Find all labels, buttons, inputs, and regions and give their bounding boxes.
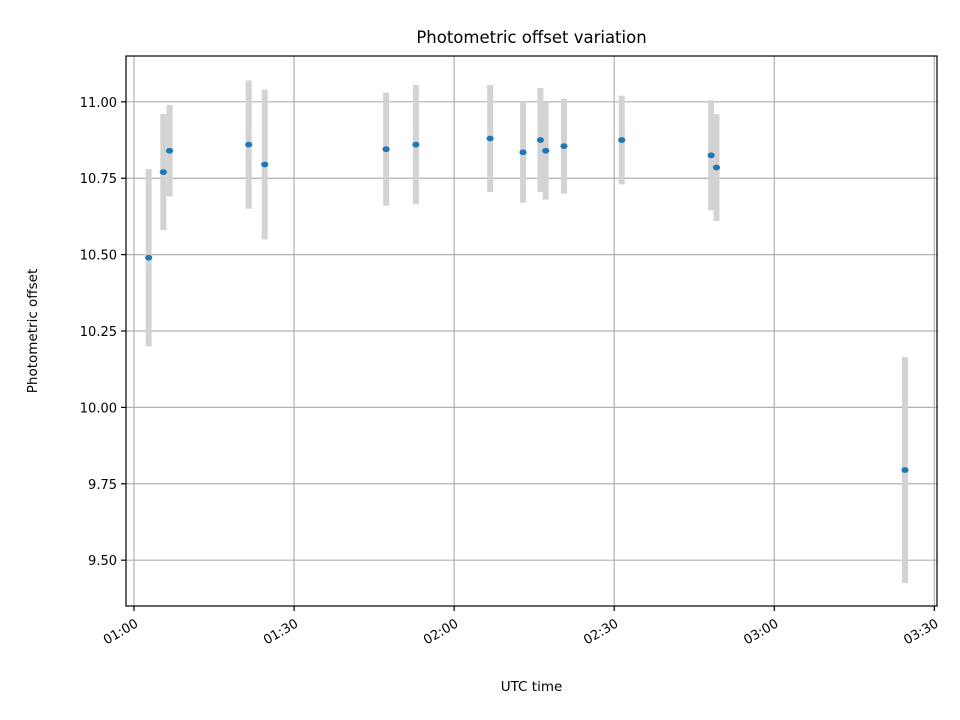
y-tick-label: 10.50	[80, 249, 117, 264]
y-tick-label: 10.25	[80, 325, 117, 340]
data-points	[145, 135, 909, 473]
data-point	[707, 152, 715, 159]
y-axis-ticks: 9.50 9.75 10.00 10.25 10.50 10.75 11.00	[80, 96, 126, 569]
data-point	[412, 141, 420, 148]
grid-lines	[126, 56, 937, 606]
y-tick-label: 9.75	[88, 478, 117, 493]
data-point	[536, 137, 544, 143]
data-point	[245, 141, 253, 148]
data-point	[560, 143, 568, 150]
data-point	[519, 149, 527, 156]
y-tick-label: 11.00	[80, 96, 117, 111]
chart-title: Photometric offset variation	[416, 28, 646, 47]
data-point	[165, 147, 174, 154]
y-tick-label: 9.50	[88, 554, 117, 569]
data-point	[145, 254, 153, 261]
data-point	[618, 137, 626, 143]
y-tick-label: 10.75	[80, 172, 117, 187]
y-tick-label: 10.00	[80, 401, 117, 416]
data-point	[261, 161, 269, 168]
data-point	[712, 164, 721, 171]
data-point	[542, 147, 550, 154]
data-point	[901, 467, 909, 473]
x-axis-label: UTC time	[501, 679, 563, 695]
data-point	[486, 135, 494, 142]
data-point	[159, 169, 167, 176]
data-point	[382, 146, 390, 153]
y-axis-label: Photometric offset	[25, 269, 41, 393]
